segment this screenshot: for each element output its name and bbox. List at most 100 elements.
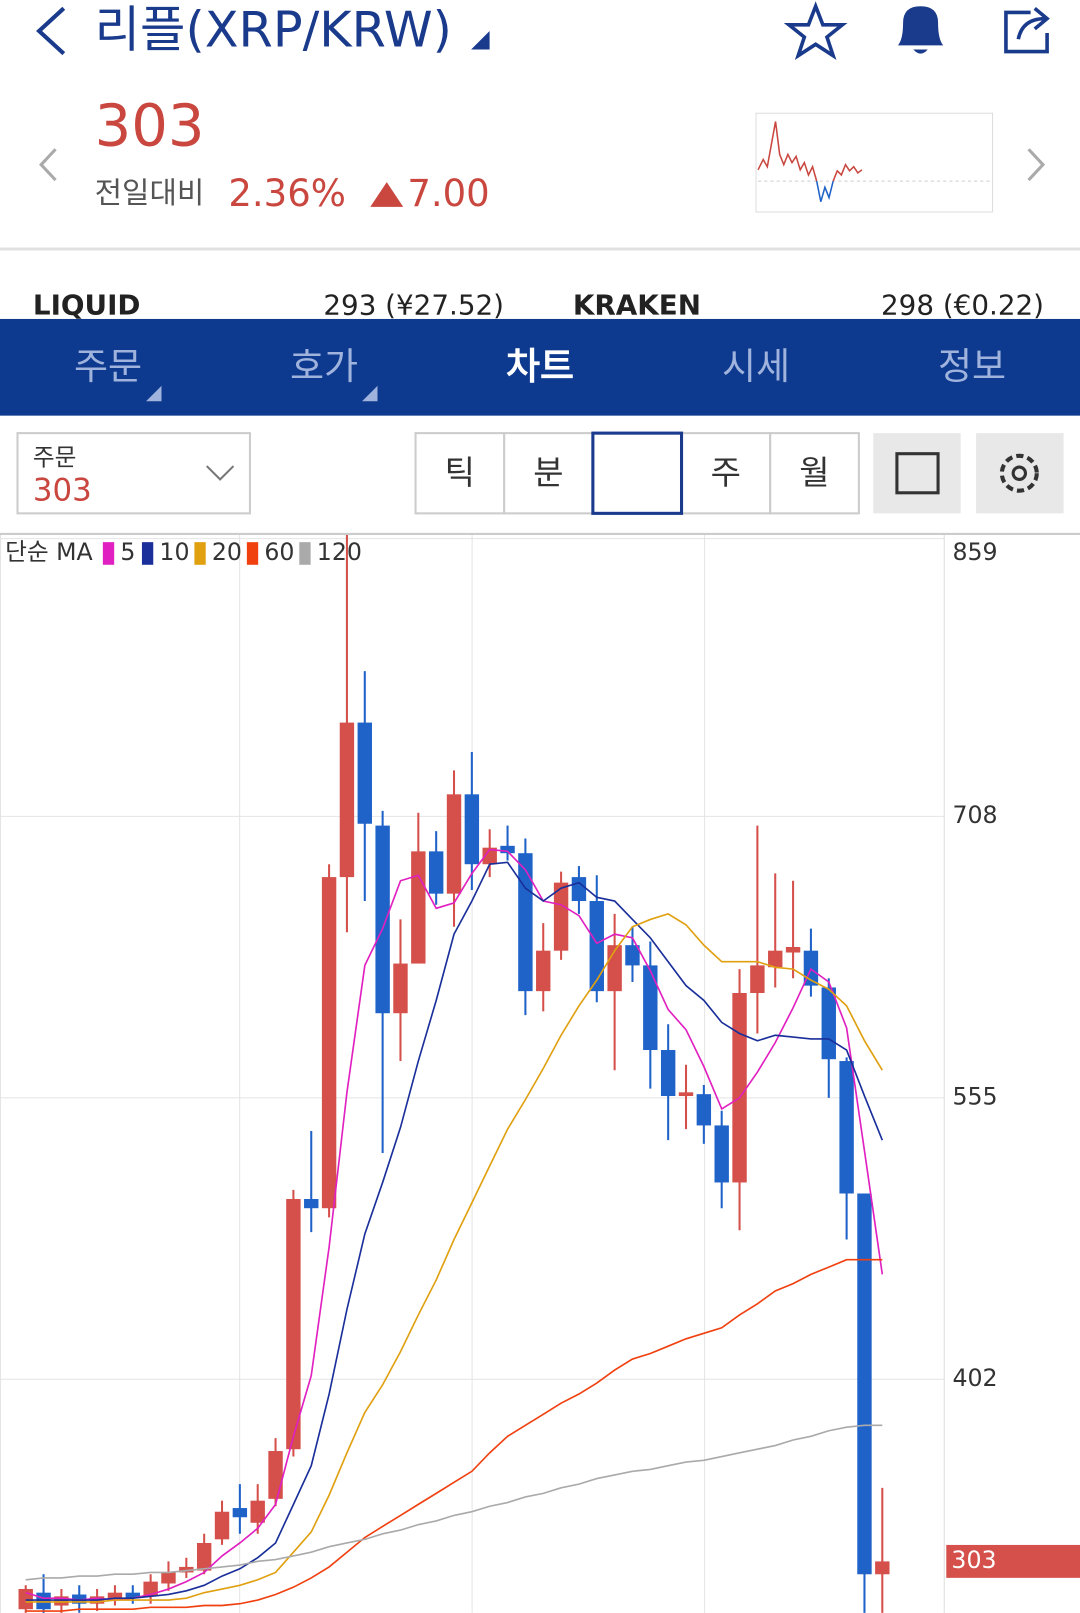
candle-body: [857, 1193, 872, 1575]
plot: [18, 534, 890, 1613]
next-button[interactable]: [1027, 148, 1046, 182]
candle-body: [375, 825, 390, 1014]
candle-body: [500, 845, 515, 854]
tab[interactable]: 정보: [938, 345, 1006, 388]
ma-line: [25, 1424, 883, 1581]
order-price: 303: [33, 472, 92, 508]
legend-title: 단순 MA: [5, 538, 93, 566]
period-label: 분: [533, 453, 563, 492]
last-price-label: 303: [951, 1546, 996, 1574]
candle-body: [518, 853, 533, 992]
candle-body: [785, 947, 801, 953]
candle-body: [250, 1500, 265, 1523]
candle-body: [714, 1125, 729, 1183]
title-dropdown[interactable]: [471, 30, 490, 50]
candle-body: [107, 1592, 123, 1599]
change-amount: 7.00: [407, 172, 489, 215]
candle-body: [821, 987, 836, 1060]
settings-gear: [999, 453, 1039, 493]
order-box[interactable]: [16, 432, 251, 515]
change-label: 전일대비: [95, 176, 205, 211]
candle-body: [571, 877, 587, 902]
period-buttons: 틱분일주월: [414, 431, 860, 515]
prev-button[interactable]: [39, 148, 57, 182]
candle-body: [339, 722, 355, 878]
exchange-name: KRAKEN: [573, 289, 701, 322]
candle-body: [625, 945, 640, 966]
layout-button[interactable]: [873, 433, 961, 514]
candle-body: [179, 1566, 194, 1573]
candle-body: [411, 851, 426, 964]
candle-body: [750, 965, 765, 993]
legend-swatch: [246, 542, 259, 565]
sparkline-up: [757, 121, 818, 182]
candle-body: [214, 1511, 230, 1540]
period-label: 월: [799, 453, 829, 492]
tab-bar: [0, 318, 1080, 416]
y-tick-label: 708: [952, 801, 997, 829]
back-button[interactable]: [36, 6, 66, 56]
up-arrow: [370, 182, 404, 207]
title[interactable]: 리플(XRP/KRW): [95, 1, 452, 59]
candle-body: [482, 847, 497, 865]
period-button[interactable]: [503, 432, 594, 515]
candle-body: [18, 1588, 33, 1610]
candle-body: [286, 1199, 301, 1450]
candle-body: [357, 722, 372, 824]
settings-hub: [1011, 465, 1028, 481]
candle-body: [446, 794, 462, 894]
ma-line: [25, 912, 884, 1603]
tabs: 주문 호가 차트 시세 정보: [74, 345, 1006, 402]
sparkline-down: [815, 180, 834, 202]
alarm-icon[interactable]: [897, 6, 944, 54]
candle-body: [232, 1508, 248, 1518]
candle-body: [393, 963, 408, 1014]
settings-button[interactable]: [976, 433, 1064, 514]
legend-label: 10: [159, 538, 189, 566]
candle-body: [678, 1092, 694, 1097]
favorite-icon[interactable]: [783, 1, 848, 60]
candle-body: [643, 965, 658, 1051]
order-dropdown[interactable]: [206, 465, 235, 481]
candle-body: [161, 1572, 176, 1584]
legend-label: 20: [212, 538, 242, 566]
exchange-price: 293 (¥27.52): [323, 289, 504, 322]
candle-body: [732, 992, 747, 1183]
change-rate: 2.36%: [228, 172, 346, 215]
exchange-price: 298 (€0.22): [881, 289, 1044, 322]
period-button[interactable]: [769, 432, 860, 515]
grid: 402 555 708 859: [0, 538, 998, 1392]
tab[interactable]: 호가: [290, 345, 358, 388]
legend-swatch: [141, 542, 154, 565]
candle-body: [54, 1596, 69, 1606]
tab-dropdown: [146, 385, 162, 402]
candle-body: [36, 1592, 51, 1610]
candle-body: [464, 794, 480, 865]
candle-body: [268, 1451, 283, 1499]
last-price-tag: [946, 1544, 1080, 1578]
candle-body: [536, 950, 551, 992]
candle-body: [428, 851, 444, 894]
period-label: 주: [711, 453, 741, 492]
candle-body: [321, 877, 337, 1209]
candle-body: [839, 1061, 854, 1194]
candle-body: [553, 882, 569, 951]
candle-body: [696, 1094, 712, 1126]
candle-body: [660, 1050, 676, 1097]
candle-body: [125, 1592, 140, 1599]
tab[interactable]: 차트: [506, 345, 574, 388]
period-button[interactable]: [680, 432, 772, 515]
tab[interactable]: 시세: [722, 345, 790, 388]
candle-body: [72, 1594, 87, 1604]
exchange-name: LIQUID: [33, 289, 141, 322]
order-label: 주문: [33, 443, 77, 471]
candle-body: [196, 1542, 212, 1571]
candle-body: [304, 1199, 319, 1209]
share-icon[interactable]: [1004, 6, 1050, 54]
overlay: 단순 MA 5 10 20 60 120 303: [5, 538, 1080, 1578]
tab[interactable]: 주문: [74, 345, 142, 388]
period-button[interactable]: [591, 431, 684, 515]
